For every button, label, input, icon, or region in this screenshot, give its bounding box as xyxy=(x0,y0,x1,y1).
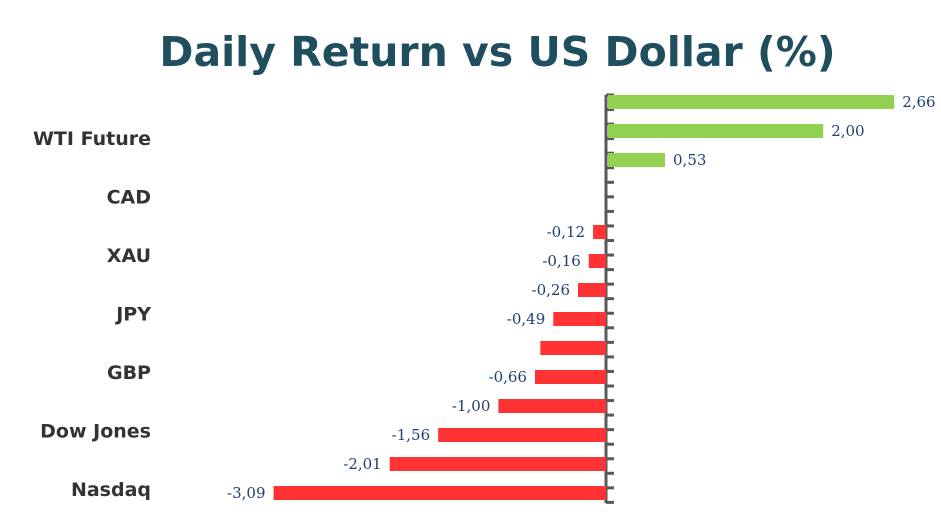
category-label: GBP xyxy=(107,362,151,384)
chart-title: Daily Return vs US Dollar (%) xyxy=(159,28,836,76)
category-label: Nasdaq xyxy=(71,479,151,501)
data-label: -0,12 xyxy=(547,223,585,241)
bar xyxy=(438,428,606,442)
data-label: -0,26 xyxy=(532,281,570,299)
category-label: CAD xyxy=(107,187,151,209)
category-label: Dow Jones xyxy=(40,421,151,443)
data-label: -0,16 xyxy=(542,252,580,270)
bar xyxy=(608,124,824,138)
category-label: JPY xyxy=(114,304,151,326)
data-label: -3,09 xyxy=(227,484,265,502)
data-label: -1,00 xyxy=(452,397,490,415)
data-label: -0,66 xyxy=(489,368,527,386)
data-label: 2,00 xyxy=(831,122,864,140)
data-label: 0,53 xyxy=(673,151,706,169)
data-label: -2,01 xyxy=(343,455,381,473)
bar xyxy=(588,254,606,268)
bar xyxy=(608,153,666,167)
category-label: XAU xyxy=(107,245,151,267)
bar xyxy=(608,95,895,109)
data-label: -1,56 xyxy=(392,426,430,444)
bar xyxy=(553,312,606,326)
data-label: 2,66 xyxy=(902,93,935,111)
data-label: -0,49 xyxy=(507,310,545,328)
bar xyxy=(578,283,606,297)
bar xyxy=(498,399,606,413)
bar xyxy=(593,225,606,239)
bar xyxy=(540,341,606,355)
bar xyxy=(273,486,606,500)
bar xyxy=(389,457,606,471)
category-label: WTI Future xyxy=(33,128,151,150)
bar xyxy=(534,370,606,384)
